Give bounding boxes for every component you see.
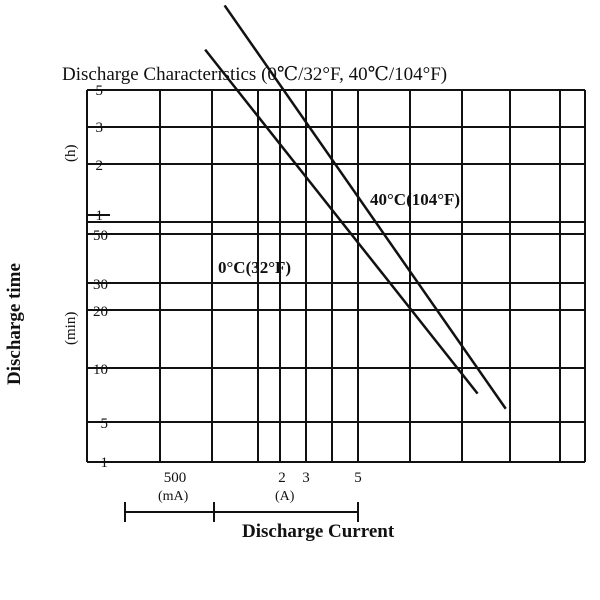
series-line-1 <box>223 4 507 410</box>
y-tick-label: 2 <box>96 158 104 174</box>
y-tick-label: 20 <box>93 304 108 320</box>
x-tick-label: 3 <box>302 470 310 486</box>
x-tick-label: 2 <box>278 470 286 486</box>
x-unit-ma: (mA) <box>158 489 189 504</box>
y-axis-title: Discharge time <box>4 263 25 385</box>
y-axis: 5 3 2 1 50 30 20 10 5 1 <box>86 83 110 471</box>
y-tick-label: 3 <box>96 120 104 136</box>
y-tick-label: 50 <box>93 228 108 244</box>
y-tick-label: 30 <box>93 277 108 293</box>
y-tick-label: 5 <box>101 416 109 432</box>
y-unit-hours: (h) <box>63 145 79 163</box>
x-tick-labels: 500 2 3 5 <box>164 470 362 486</box>
y-tick-label: 10 <box>93 362 108 378</box>
x-unit-bracket <box>124 502 359 522</box>
x-axis-title: Discharge Current <box>242 521 395 542</box>
y-tick-label: 1 <box>101 455 109 471</box>
series-label-40c: 40°C(104°F) <box>370 190 460 209</box>
y-tick-label: 5 <box>96 83 104 99</box>
series-lines <box>204 4 507 410</box>
x-tick-label: 5 <box>354 470 362 486</box>
chart-title: Discharge Characteristics (0℃/32°F, 40℃/… <box>62 64 447 85</box>
series-label-0c: 0°C(32°F) <box>218 258 291 277</box>
grid <box>110 89 586 463</box>
series-line-0 <box>204 48 479 395</box>
x-unit-a: (A) <box>275 489 295 504</box>
x-tick-label: 500 <box>164 470 187 486</box>
y-unit-minutes: (min) <box>63 312 79 345</box>
y-tick-label: 1 <box>96 208 104 224</box>
